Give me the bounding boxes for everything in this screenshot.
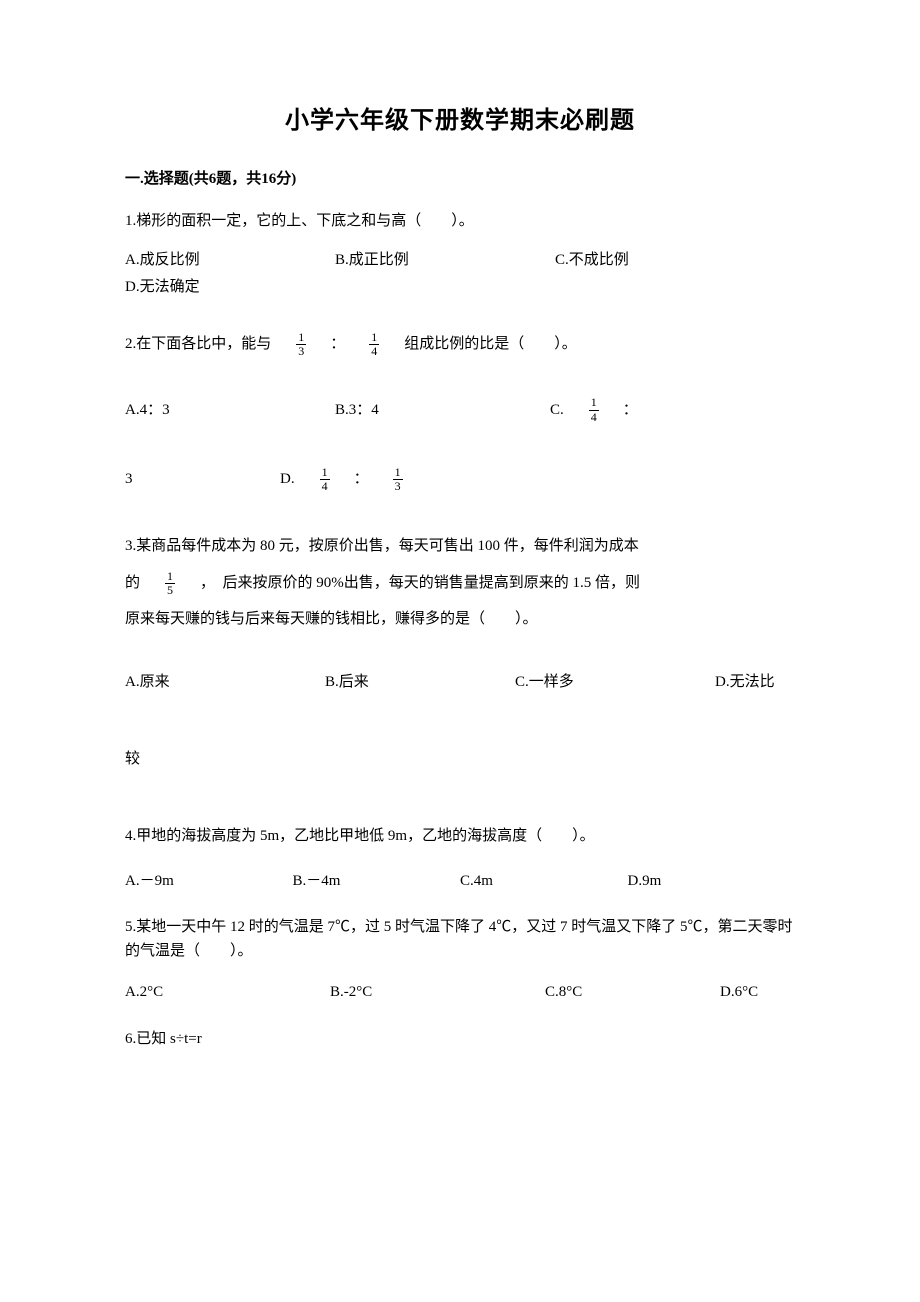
frac-num: 1 (369, 331, 379, 345)
q1-opt-d: D.无法确定 (125, 274, 200, 301)
q2-opt-d-colon: ： (354, 466, 369, 493)
q5-opt-b: B.-2°C (330, 979, 545, 1006)
q2-opt-d-frac1: 1 4 (320, 466, 330, 493)
q2-opts-row1: A.4：3 B.3：4 C. 1 4 ： (125, 396, 795, 423)
q2-suffix: 组成比例的比是（ ）。 (389, 331, 577, 358)
q2-opt-b: B.3：4 (335, 397, 550, 424)
q4-opt-a: A.－9m (125, 868, 293, 895)
q2-opts-row2: 3 D. 1 4 ： 1 3 (125, 466, 795, 493)
question-5: 5.某地一天中午 12 时的气温是 7℃，过 5 时气温下降了 4℃，又过 7 … (125, 915, 795, 1006)
frac-den: 4 (589, 411, 599, 424)
question-6: 6.已知 s÷t=r (125, 1026, 795, 1053)
frac-den: 5 (165, 584, 175, 597)
q1-text: 1.梯形的面积一定，它的上、下底之和与高（ ）。 (125, 208, 795, 235)
q1-opt-a: A.成反比例 (125, 247, 335, 274)
q3-line2-suffix: ， 后来按原价的 90%出售，每天的销售量提高到原来的 1.5 倍，则 (185, 570, 640, 597)
q2-opt-c-tail: 3 (125, 466, 280, 493)
frac-num: 1 (320, 466, 330, 480)
q4-text: 4.甲地的海拔高度为 5m，乙地比甲地低 9m，乙地的海拔高度（ ）。 (125, 823, 795, 850)
q2-opt-d: D. 1 4 ： 1 3 (280, 466, 413, 493)
q3-line1: 3.某商品每件成本为 80 元，按原价出售，每天可售出 100 件，每件利润为成… (125, 533, 795, 560)
q3-opt-d-tail: 较 (125, 746, 795, 773)
q3-options: A.原来 B.后来 C.一样多 D.无法比 (125, 669, 795, 696)
q3-line2-prefix: 的 (125, 570, 155, 597)
q6-text: 6.已知 s÷t=r (125, 1026, 795, 1053)
frac-num: 1 (165, 570, 175, 584)
frac-den: 4 (369, 345, 379, 358)
q2-text: 2.在下面各比中，能与 1 3 ： 1 4 组成比例的比是（ ）。 (125, 331, 795, 358)
q5-options: A.2°C B.-2°C C.8°C D.6°C (125, 979, 795, 1006)
page-title: 小学六年级下册数学期末必刷题 (125, 100, 795, 135)
frac-den: 4 (320, 480, 330, 493)
q2-opt-a: A.4：3 (125, 397, 335, 424)
q2-prefix: 2.在下面各比中，能与 (125, 331, 286, 358)
frac-num: 1 (589, 396, 599, 410)
question-3: 3.某商品每件成本为 80 元，按原价出售，每天可售出 100 件，每件利润为成… (125, 533, 795, 772)
q2-opt-d-label: D. (280, 466, 310, 493)
q2-opt-c: C. 1 4 ： (550, 396, 638, 423)
q2-opt-d-frac2: 1 3 (393, 466, 403, 493)
q5-opt-c: C.8°C (545, 979, 720, 1006)
frac-num: 1 (393, 466, 403, 480)
frac-den: 3 (393, 480, 403, 493)
q5-text: 5.某地一天中午 12 时的气温是 7℃，过 5 时气温下降了 4℃，又过 7 … (125, 915, 795, 963)
q1-options: A.成反比例 B.成正比例 C.不成比例 D.无法确定 (125, 247, 795, 301)
q3-opt-d: D.无法比 (715, 669, 775, 696)
q2-opt-c-label: C. (550, 397, 579, 424)
q3-opt-c: C.一样多 (515, 669, 715, 696)
q4-options: A.－9m B.－4m C.4m D.9m (125, 868, 795, 895)
q2-opt-c-frac: 1 4 (589, 396, 599, 423)
q1-opt-b: B.成正比例 (335, 247, 555, 274)
section-header: 一.选择题(共6题，共16分) (125, 167, 795, 188)
question-4: 4.甲地的海拔高度为 5m，乙地比甲地低 9m，乙地的海拔高度（ ）。 A.－9… (125, 823, 795, 895)
q3-line3: 原来每天赚的钱与后来每天赚的钱相比，赚得多的是（ ）。 (125, 606, 795, 633)
q3-line2: 的 1 5 ， 后来按原价的 90%出售，每天的销售量提高到原来的 1.5 倍，… (125, 570, 795, 597)
question-2: 2.在下面各比中，能与 1 3 ： 1 4 组成比例的比是（ ）。 A.4：3 … (125, 331, 795, 493)
q4-opt-d: D.9m (628, 868, 796, 895)
q3-opt-a: A.原来 (125, 669, 325, 696)
colon: ： (330, 331, 345, 358)
q2-frac1: 1 3 (296, 331, 306, 358)
q4-opt-b: B.－4m (293, 868, 461, 895)
q2-opt-c-colon: ： (623, 397, 638, 424)
q2-frac2: 1 4 (369, 331, 379, 358)
q3-opt-b: B.后来 (325, 669, 515, 696)
q3-frac: 1 5 (165, 570, 175, 597)
frac-den: 3 (296, 345, 306, 358)
q1-opt-c: C.不成比例 (555, 247, 765, 274)
q5-opt-a: A.2°C (125, 979, 330, 1006)
q4-opt-c: C.4m (460, 868, 628, 895)
question-1: 1.梯形的面积一定，它的上、下底之和与高（ ）。 A.成反比例 B.成正比例 C… (125, 208, 795, 301)
q5-opt-d: D.6°C (720, 979, 758, 1006)
frac-num: 1 (296, 331, 306, 345)
